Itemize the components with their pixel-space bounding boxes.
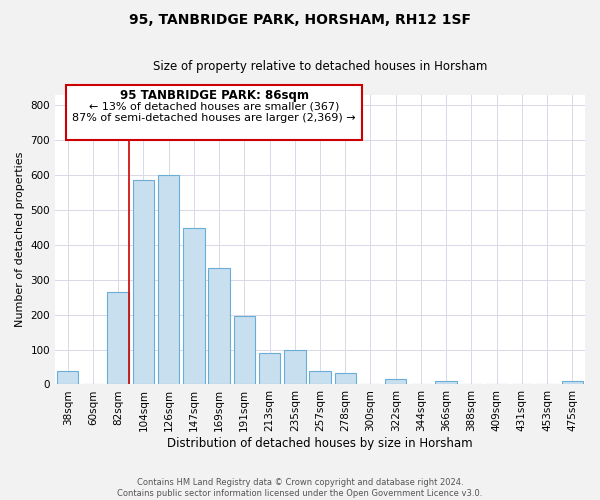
Bar — [335, 374, 356, 384]
Text: 87% of semi-detached houses are larger (2,369) →: 87% of semi-detached houses are larger (… — [72, 113, 356, 123]
Bar — [284, 350, 305, 384]
Bar — [158, 175, 179, 384]
Bar — [133, 180, 154, 384]
Bar — [562, 381, 583, 384]
Bar — [436, 381, 457, 384]
Bar — [107, 292, 129, 384]
Bar — [183, 228, 205, 384]
Text: 95 TANBRIDGE PARK: 86sqm: 95 TANBRIDGE PARK: 86sqm — [119, 89, 308, 102]
X-axis label: Distribution of detached houses by size in Horsham: Distribution of detached houses by size … — [167, 437, 473, 450]
Bar — [57, 371, 79, 384]
Y-axis label: Number of detached properties: Number of detached properties — [15, 152, 25, 328]
Bar — [233, 316, 255, 384]
Title: Size of property relative to detached houses in Horsham: Size of property relative to detached ho… — [153, 60, 487, 73]
Bar — [309, 371, 331, 384]
Text: 95, TANBRIDGE PARK, HORSHAM, RH12 1SF: 95, TANBRIDGE PARK, HORSHAM, RH12 1SF — [129, 12, 471, 26]
Bar — [208, 268, 230, 384]
Bar — [385, 378, 406, 384]
Text: Contains HM Land Registry data © Crown copyright and database right 2024.
Contai: Contains HM Land Registry data © Crown c… — [118, 478, 482, 498]
Bar — [259, 353, 280, 384]
Text: ← 13% of detached houses are smaller (367): ← 13% of detached houses are smaller (36… — [89, 102, 339, 112]
